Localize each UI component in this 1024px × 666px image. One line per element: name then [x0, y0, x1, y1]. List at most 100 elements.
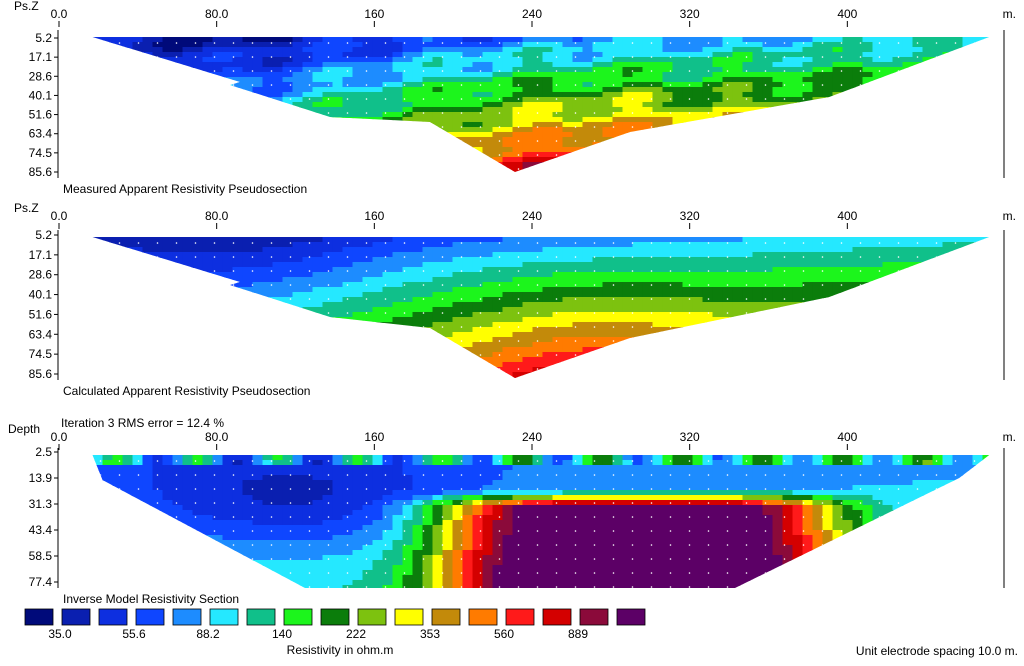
cell [582, 62, 594, 68]
cell [612, 237, 624, 243]
cell [452, 257, 464, 263]
cell [942, 302, 954, 308]
cell [572, 237, 584, 243]
cell [692, 147, 704, 153]
cell [472, 82, 484, 88]
data-point [175, 42, 178, 44]
cell [852, 157, 864, 163]
data-point [555, 42, 558, 44]
cell [572, 52, 584, 58]
cell [252, 237, 264, 243]
cell [632, 327, 644, 333]
cell [952, 312, 964, 318]
cell [562, 167, 574, 172]
cell [392, 47, 404, 53]
cell [192, 102, 204, 108]
cell [492, 337, 504, 343]
data-point [707, 126, 710, 128]
cell [332, 272, 344, 278]
cell [912, 337, 924, 343]
cell [732, 282, 744, 288]
cell [832, 37, 844, 43]
cell [402, 252, 414, 258]
cell [802, 132, 814, 138]
cell [552, 247, 564, 253]
cell [742, 47, 754, 53]
cell [822, 157, 834, 163]
cell [492, 77, 504, 83]
cell [202, 142, 214, 148]
cell [902, 72, 914, 78]
cell [882, 337, 894, 343]
cell [672, 67, 684, 73]
cell [932, 67, 944, 73]
cell [222, 127, 234, 133]
cell [722, 272, 734, 278]
cell [722, 287, 734, 293]
data-point [194, 168, 197, 170]
cell [352, 117, 364, 123]
cell [882, 262, 894, 268]
cell [552, 292, 564, 298]
cell [512, 292, 524, 298]
cell [872, 87, 884, 93]
cell [862, 322, 874, 328]
cell [402, 317, 414, 323]
cell [602, 52, 614, 58]
cell [822, 142, 834, 148]
cell [822, 52, 834, 58]
cell [882, 292, 894, 298]
data-point [745, 126, 748, 128]
cell [972, 117, 984, 123]
cell [942, 112, 954, 118]
data-point [194, 70, 197, 72]
cell [512, 97, 524, 103]
cell [802, 112, 814, 118]
cell [962, 307, 974, 313]
cell [162, 262, 174, 268]
cell [162, 92, 174, 98]
data-point [213, 112, 216, 114]
cell [102, 97, 114, 103]
cell [442, 82, 454, 88]
cell [172, 247, 184, 253]
cell [652, 247, 664, 253]
cell [512, 317, 524, 323]
cell [712, 112, 724, 118]
cell [982, 47, 990, 53]
cell [532, 267, 544, 273]
cell [472, 152, 484, 158]
cell [422, 97, 434, 103]
cell [142, 322, 154, 328]
cell [512, 237, 524, 243]
cell [462, 102, 474, 108]
cell [522, 287, 534, 293]
cell [242, 327, 254, 333]
cell [222, 252, 234, 258]
cell [632, 117, 644, 123]
cell [322, 327, 334, 333]
cell [292, 322, 304, 328]
cell [332, 237, 344, 243]
cell [612, 317, 624, 323]
cell [402, 107, 414, 113]
cell [132, 162, 144, 168]
cell [282, 102, 294, 108]
cell [692, 72, 704, 78]
cell [92, 297, 104, 303]
cell [602, 287, 614, 293]
cell [332, 62, 344, 68]
cell [762, 292, 774, 298]
cell [882, 62, 894, 68]
cell [752, 282, 764, 288]
data-point [498, 84, 501, 86]
cell [622, 257, 634, 263]
cell [822, 257, 834, 263]
cell [962, 112, 974, 118]
cell [922, 107, 934, 113]
cell [222, 317, 234, 323]
cell [852, 162, 864, 168]
cell [492, 112, 504, 118]
cell [122, 162, 134, 168]
cell [962, 142, 974, 148]
